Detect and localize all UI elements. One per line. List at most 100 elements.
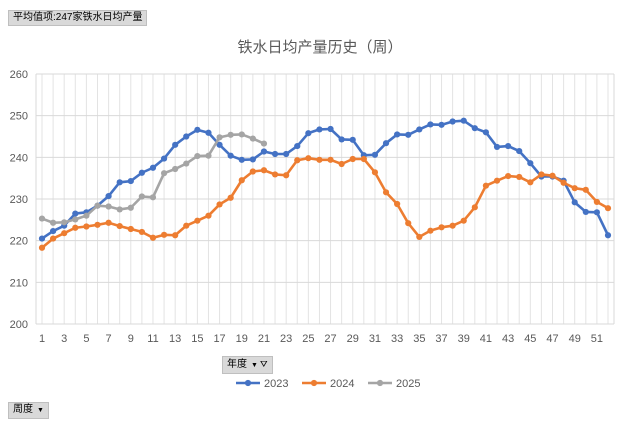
- data-point-2023: [405, 131, 412, 138]
- data-point-2023: [349, 136, 356, 143]
- data-point-2025: [172, 165, 179, 173]
- year-field-button[interactable]: 年度 ▼ ⛛: [222, 356, 273, 374]
- data-point-2024: [127, 225, 134, 233]
- data-point-2025: [194, 152, 201, 160]
- x-tick-label: 41: [480, 333, 492, 345]
- data-point-2024: [460, 217, 467, 224]
- data-point-2023: [416, 126, 423, 133]
- data-point-2024: [394, 200, 401, 208]
- data-point-2023: [327, 125, 334, 133]
- legend-label: 2023: [264, 378, 288, 390]
- week-field-label: 周度: [13, 404, 33, 415]
- data-point-2024: [416, 233, 423, 241]
- legend-item-2024: 2024: [302, 378, 354, 390]
- data-point-2023: [460, 117, 467, 124]
- data-point-2024: [271, 171, 279, 178]
- dropdown-arrow-icon[interactable]: ▼: [37, 407, 44, 414]
- x-tick-label: 1: [39, 333, 45, 345]
- x-tick-label: 51: [591, 333, 603, 345]
- data-point-2024: [438, 224, 445, 231]
- data-point-2023: [371, 151, 379, 158]
- y-gridlines: [36, 73, 614, 325]
- data-point-2023: [72, 210, 79, 217]
- data-point-2023: [49, 227, 57, 235]
- x-tick-label: 45: [524, 333, 536, 345]
- data-point-2024: [116, 222, 123, 230]
- data-point-2024: [61, 230, 68, 237]
- data-point-2023: [305, 130, 312, 137]
- data-point-2024: [371, 169, 379, 176]
- week-field-button[interactable]: 周度 ▼: [8, 402, 49, 419]
- data-point-2025: [260, 140, 268, 147]
- x-tick-label: 17: [213, 333, 225, 345]
- x-tick-label: 25: [302, 333, 314, 345]
- data-point-2024: [216, 201, 223, 208]
- data-point-2023: [294, 142, 301, 150]
- y-tick-label: 250: [10, 111, 28, 123]
- data-point-2023: [271, 150, 279, 158]
- chart-title: 铁水日均产量历史（周）: [237, 39, 402, 56]
- data-point-2024: [527, 179, 534, 186]
- data-point-2024: [38, 244, 46, 251]
- data-point-2023: [505, 142, 512, 150]
- data-point-2024: [72, 224, 79, 231]
- series-line-2024: [40, 156, 610, 250]
- legend-marker: [244, 379, 252, 387]
- data-point-2025: [105, 203, 112, 210]
- data-point-2023: [138, 169, 145, 176]
- data-point-2023: [427, 121, 434, 128]
- data-point-2023: [216, 141, 223, 148]
- data-point-2024: [149, 234, 157, 241]
- series-line-2023: [40, 119, 610, 240]
- data-point-2024: [604, 205, 612, 212]
- x-tick-label: 9: [128, 333, 134, 345]
- data-point-2025: [205, 152, 212, 159]
- dropdown-arrow-icon[interactable]: ▼: [251, 362, 258, 369]
- data-point-2024: [582, 186, 589, 193]
- data-point-2025: [249, 135, 256, 142]
- data-point-2023: [105, 192, 112, 200]
- data-point-2024: [516, 173, 523, 181]
- data-point-2024: [571, 185, 578, 192]
- data-point-2025: [160, 170, 168, 177]
- x-tick-label: 33: [391, 333, 403, 345]
- data-point-2023: [527, 160, 534, 167]
- x-axis-tick-labels: 1 3 5 7 9 11 13 15 17 19 21 23 25 27 29 31 33 35 37 39 41 43 4…: [39, 333, 603, 345]
- data-point-2023: [205, 129, 212, 136]
- data-point-2025: [238, 131, 245, 138]
- legend: 2023 2024 2025: [236, 378, 420, 390]
- data-point-2024: [205, 212, 212, 219]
- data-point-2024: [260, 167, 268, 174]
- data-point-2025: [127, 204, 134, 211]
- data-point-2023: [593, 209, 601, 216]
- x-tick-label: 47: [546, 333, 558, 345]
- y-tick-label: 240: [10, 152, 28, 164]
- data-point-2023: [249, 156, 256, 163]
- data-point-2025: [72, 216, 79, 223]
- data-point-2024: [94, 221, 101, 228]
- data-point-2023: [183, 133, 190, 140]
- funnel-filter-icon[interactable]: ⛛: [259, 359, 268, 369]
- data-point-2025: [83, 212, 90, 219]
- data-point-2024: [160, 231, 168, 238]
- value-field-button[interactable]: 平均值项:247家铁水日均产量: [8, 10, 148, 26]
- series-2024: [38, 155, 612, 251]
- data-point-2025: [61, 219, 68, 226]
- y-tick-label: 260: [10, 69, 28, 81]
- x-tick-label: 15: [191, 333, 203, 345]
- data-point-2024: [249, 168, 256, 175]
- data-point-2023: [493, 143, 501, 151]
- x-tick-label: 3: [61, 333, 67, 345]
- x-tick-label: 37: [435, 333, 447, 345]
- y-tick-label: 210: [10, 277, 28, 289]
- data-point-2023: [316, 126, 323, 133]
- data-point-2024: [427, 227, 434, 234]
- data-point-2023: [227, 152, 234, 159]
- data-point-2023: [194, 126, 201, 133]
- data-point-2024: [560, 179, 567, 186]
- series-2025: [38, 131, 268, 226]
- x-tick-label: 19: [236, 333, 248, 345]
- data-point-2024: [283, 172, 290, 179]
- data-point-2024: [194, 217, 201, 224]
- data-point-2025: [49, 219, 57, 226]
